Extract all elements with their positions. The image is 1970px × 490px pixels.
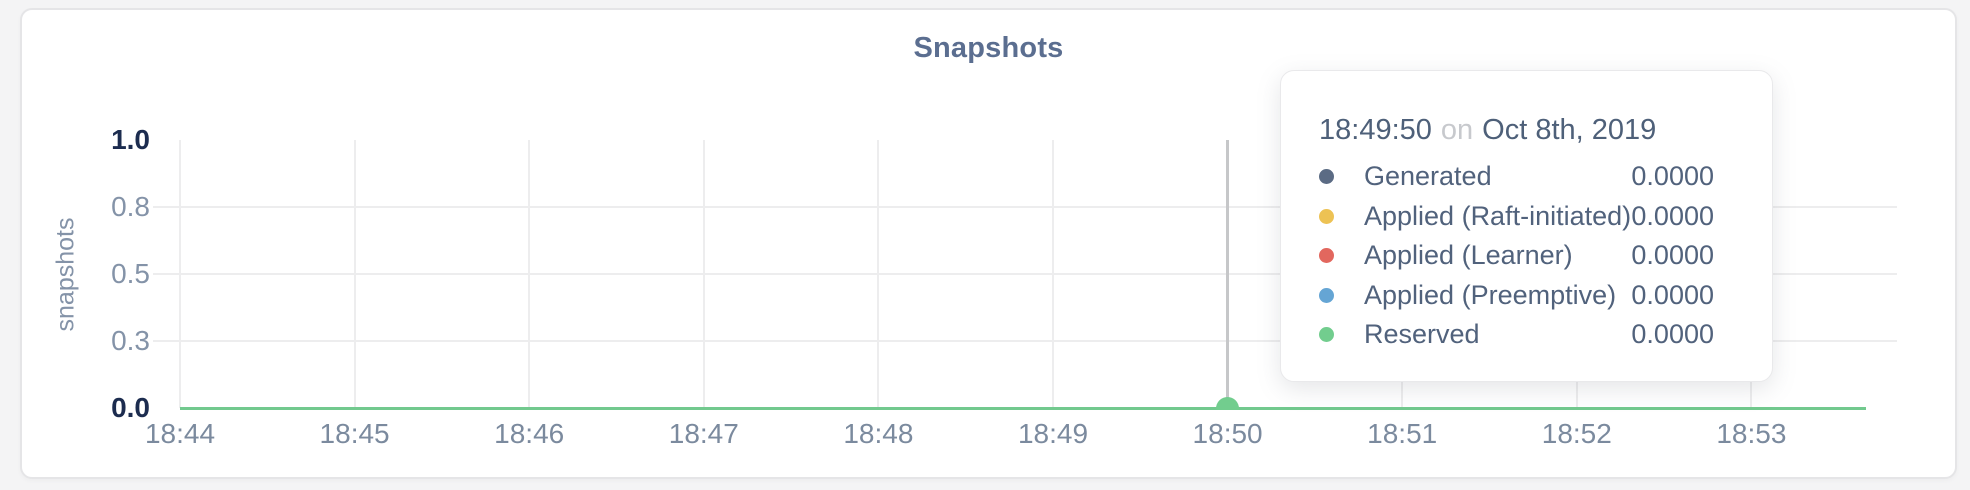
legend-dot-icon [1319, 248, 1334, 264]
tooltip-timestamp: 18:49:50 on Oct 8th, 2019 [1319, 113, 1714, 147]
y-tick-label: 1.0 [111, 124, 150, 155]
legend-row: Applied (Preemptive) 0.0000 [1319, 276, 1714, 316]
v-gridline [877, 140, 880, 408]
legend-dot-icon [1319, 208, 1334, 224]
legend-value: 0.0000 [1631, 279, 1714, 310]
legend-row: Applied (Raft-initiated) 0.0000 [1319, 197, 1714, 237]
hover-point [1216, 396, 1240, 410]
tooltip-time: 18:49:50 [1319, 114, 1432, 146]
legend-row: Reserved 0.0000 [1319, 315, 1714, 355]
x-tick-label: 18:44 [144, 418, 216, 449]
x-tick-label: 18:49 [1017, 418, 1089, 449]
x-tick-label: 18:51 [1367, 418, 1438, 449]
legend-row: Applied (Learner) 0.0000 [1319, 236, 1714, 276]
tooltip-conjunction: on [1440, 114, 1474, 146]
hover-guideline [1226, 140, 1229, 408]
y-tick-label: 0.3 [111, 325, 150, 356]
hover-point-dot [1216, 396, 1240, 410]
legend-label: Applied (Preemptive) [1364, 279, 1617, 310]
y-tick-label: 0.5 [111, 258, 150, 289]
x-tick-label: 18:47 [668, 418, 739, 449]
v-gridline [528, 140, 531, 408]
h-gridline [153, 273, 1897, 275]
chart-title: Snapshots [913, 32, 1064, 64]
legend-label: Generated [1364, 161, 1492, 192]
tooltip-date: Oct 8th, 2019 [1482, 114, 1657, 146]
x-tick-label: 18:48 [843, 418, 914, 449]
h-gridline [153, 340, 1897, 342]
legend-value: 0.0000 [1631, 200, 1714, 231]
x-tick-label: 18:46 [494, 418, 565, 449]
legend-label: Applied (Raft-initiated) [1364, 200, 1632, 231]
legend-dot-icon [1319, 287, 1334, 303]
h-gridline [153, 206, 1897, 208]
legend-label: Applied (Learner) [1364, 240, 1573, 271]
x-tick-label: 18:50 [1192, 418, 1263, 449]
y-tick-label: 0.8 [111, 191, 150, 222]
y-tick-label: 0.0 [111, 392, 150, 423]
v-gridline [1052, 140, 1054, 408]
legend-value: 0.0000 [1631, 161, 1714, 192]
series-line-reserved [180, 406, 1866, 410]
legend-dot-icon [1319, 169, 1334, 185]
tooltip-legend: Generated 0.0000 Applied (Raft-initiated) 0… [1319, 157, 1714, 355]
legend-value: 0.0000 [1631, 240, 1714, 271]
legend-row: Generated 0.0000 [1319, 157, 1714, 197]
legend-value: 0.0000 [1631, 319, 1714, 350]
x-tick-label: 18:45 [319, 418, 390, 449]
legend-label: Reserved [1364, 319, 1480, 350]
v-gridline [702, 140, 705, 408]
x-tick-label: 18:52 [1541, 418, 1612, 449]
hover-tooltip: 18:49:50 on Oct 8th, 2019 Generated 0.0000 A… [1280, 70, 1773, 382]
v-gridline [353, 140, 356, 408]
v-gridline [179, 140, 181, 408]
x-tick-label: 18:53 [1716, 418, 1787, 449]
legend-dot-icon [1319, 327, 1334, 343]
